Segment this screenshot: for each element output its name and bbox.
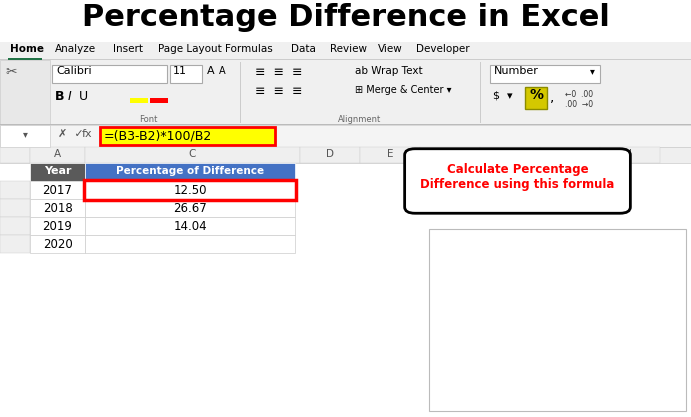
Text: 11: 11 <box>173 66 187 76</box>
Title: Percentage of Difference: Percentage of Difference <box>480 213 636 226</box>
Text: C: C <box>189 149 196 159</box>
Text: =(B3-B2)*100/B2: =(B3-B2)*100/B2 <box>104 129 212 142</box>
Text: %: % <box>529 88 543 102</box>
Text: 14.04: 14.04 <box>173 220 207 233</box>
Text: View: View <box>378 44 403 54</box>
Text: $  ▾: $ ▾ <box>493 90 513 100</box>
Text: I: I <box>68 90 72 103</box>
Bar <box>460 339 495 410</box>
Text: 2017: 2017 <box>43 184 73 197</box>
Text: Review: Review <box>330 44 367 54</box>
Text: H: H <box>566 149 574 159</box>
Text: Year: Year <box>44 166 71 176</box>
Text: Data: Data <box>291 44 316 54</box>
Text: ≡  ≡  ≡: ≡ ≡ ≡ <box>255 85 303 98</box>
Text: 2020: 2020 <box>43 238 73 251</box>
Text: 2018: 2018 <box>43 202 73 215</box>
Text: Alignment: Alignment <box>339 115 381 124</box>
Text: ✗  ✓: ✗ ✓ <box>58 129 84 139</box>
Text: Page Layout: Page Layout <box>158 44 222 54</box>
Text: ≡  ≡  ≡: ≡ ≡ ≡ <box>255 66 303 79</box>
Text: ,: , <box>550 90 554 104</box>
Text: F: F <box>447 149 453 159</box>
Text: U: U <box>79 90 88 103</box>
Text: ▾: ▾ <box>590 66 595 76</box>
Text: Percentage of Difference: Percentage of Difference <box>116 166 264 176</box>
Text: A: A <box>219 66 226 76</box>
Text: Developer: Developer <box>416 44 470 54</box>
Text: Percentage Difference in Excel: Percentage Difference in Excel <box>82 3 609 32</box>
Text: Number: Number <box>494 66 539 76</box>
Text: E: E <box>387 149 393 159</box>
Bar <box>619 330 655 410</box>
Text: 12.50: 12.50 <box>173 184 207 197</box>
Text: D: D <box>326 149 334 159</box>
Text: I: I <box>629 149 632 159</box>
Text: fx: fx <box>82 129 93 139</box>
Text: ⊞ Merge & Center ▾: ⊞ Merge & Center ▾ <box>355 85 451 95</box>
Text: ←0  .00
.00  →0: ←0 .00 .00 →0 <box>565 90 593 109</box>
Text: ▾: ▾ <box>23 129 28 139</box>
Text: B: B <box>55 90 64 103</box>
Text: Font: Font <box>139 115 157 124</box>
Text: G: G <box>506 149 514 159</box>
Bar <box>540 258 576 410</box>
Text: Insert: Insert <box>113 44 143 54</box>
Text: ✂: ✂ <box>5 65 17 79</box>
Text: Calculate Percentage
Difference using this formula: Calculate Percentage Difference using th… <box>420 163 615 191</box>
Text: A: A <box>207 66 215 76</box>
Text: A: A <box>54 149 61 159</box>
Text: ab Wrap Text: ab Wrap Text <box>355 66 423 76</box>
Text: Calibri: Calibri <box>56 66 92 76</box>
Text: 26.67: 26.67 <box>173 202 207 215</box>
Text: 2019: 2019 <box>43 220 73 233</box>
Text: Home: Home <box>10 44 44 54</box>
Text: Analyze: Analyze <box>55 44 96 54</box>
Text: Formulas: Formulas <box>225 44 273 54</box>
